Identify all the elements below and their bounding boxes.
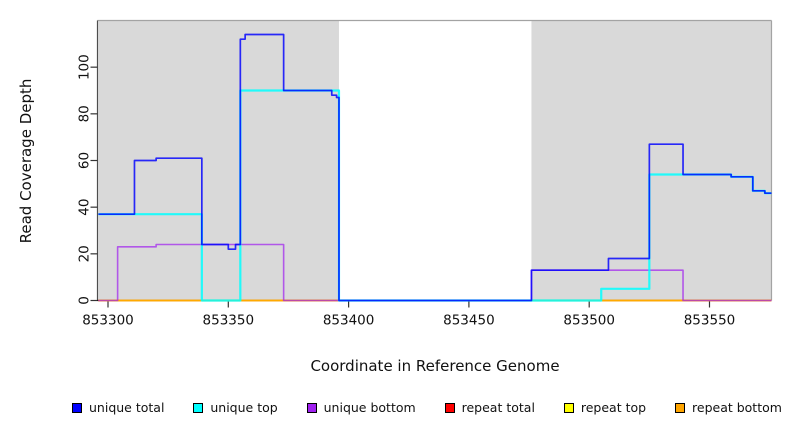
legend-entry-unique-bottom: unique bottom — [306, 400, 416, 415]
y-tick-label: 80 — [77, 105, 93, 122]
y-tick-label: 0 — [77, 296, 93, 305]
legend: unique total unique top unique bottom repea… — [72, 400, 782, 415]
x-tick-label: 853450 — [443, 313, 495, 329]
x-tick-label: 853550 — [684, 313, 736, 329]
legend-label: unique total — [89, 400, 165, 415]
chart-canvas: 853300 853350 853400 853450 853500 853550 0 20 4… — [77, 19, 773, 329]
x-tick-label: 853350 — [203, 313, 255, 329]
x-tick-label: 853400 — [323, 313, 375, 329]
legend-entry-repeat-bottom: repeat bottom — [675, 400, 782, 415]
legend-label: unique bottom — [323, 400, 416, 415]
legend-swatch-icon — [444, 402, 455, 413]
y-tick-label: 100 — [77, 54, 93, 80]
shaded-region — [531, 20, 772, 301]
legend-entry-repeat-total: repeat total — [444, 400, 535, 415]
legend-swatch-icon — [72, 402, 82, 413]
y-tick-label: 40 — [77, 199, 93, 216]
legend-entry-unique-total: unique total — [72, 400, 164, 415]
x-tick-label: 853500 — [563, 313, 615, 329]
legend-label: repeat bottom — [692, 400, 782, 415]
legend-swatch-icon — [675, 402, 686, 413]
series-line-unique-total — [98, 33, 772, 302]
legend-swatch-icon — [563, 402, 574, 413]
legend-swatch-icon — [306, 402, 317, 413]
legend-entry-repeat-top: repeat top — [563, 400, 647, 415]
y-axis-title: Read Coverage Depth — [17, 78, 35, 244]
y-tick-label: 60 — [77, 152, 93, 169]
legend-swatch-icon — [193, 402, 204, 413]
legend-entry-unique-top: unique top — [193, 400, 278, 415]
x-tick-label: 853300 — [82, 313, 134, 329]
legend-label: repeat top — [580, 400, 647, 415]
y-tick-label: 20 — [77, 245, 93, 262]
series-line-unique-bottom — [98, 243, 772, 302]
legend-label: unique top — [210, 400, 278, 415]
x-axis-title: Coordinate in Reference Genome — [310, 357, 560, 375]
legend-label: repeat total — [461, 400, 535, 415]
